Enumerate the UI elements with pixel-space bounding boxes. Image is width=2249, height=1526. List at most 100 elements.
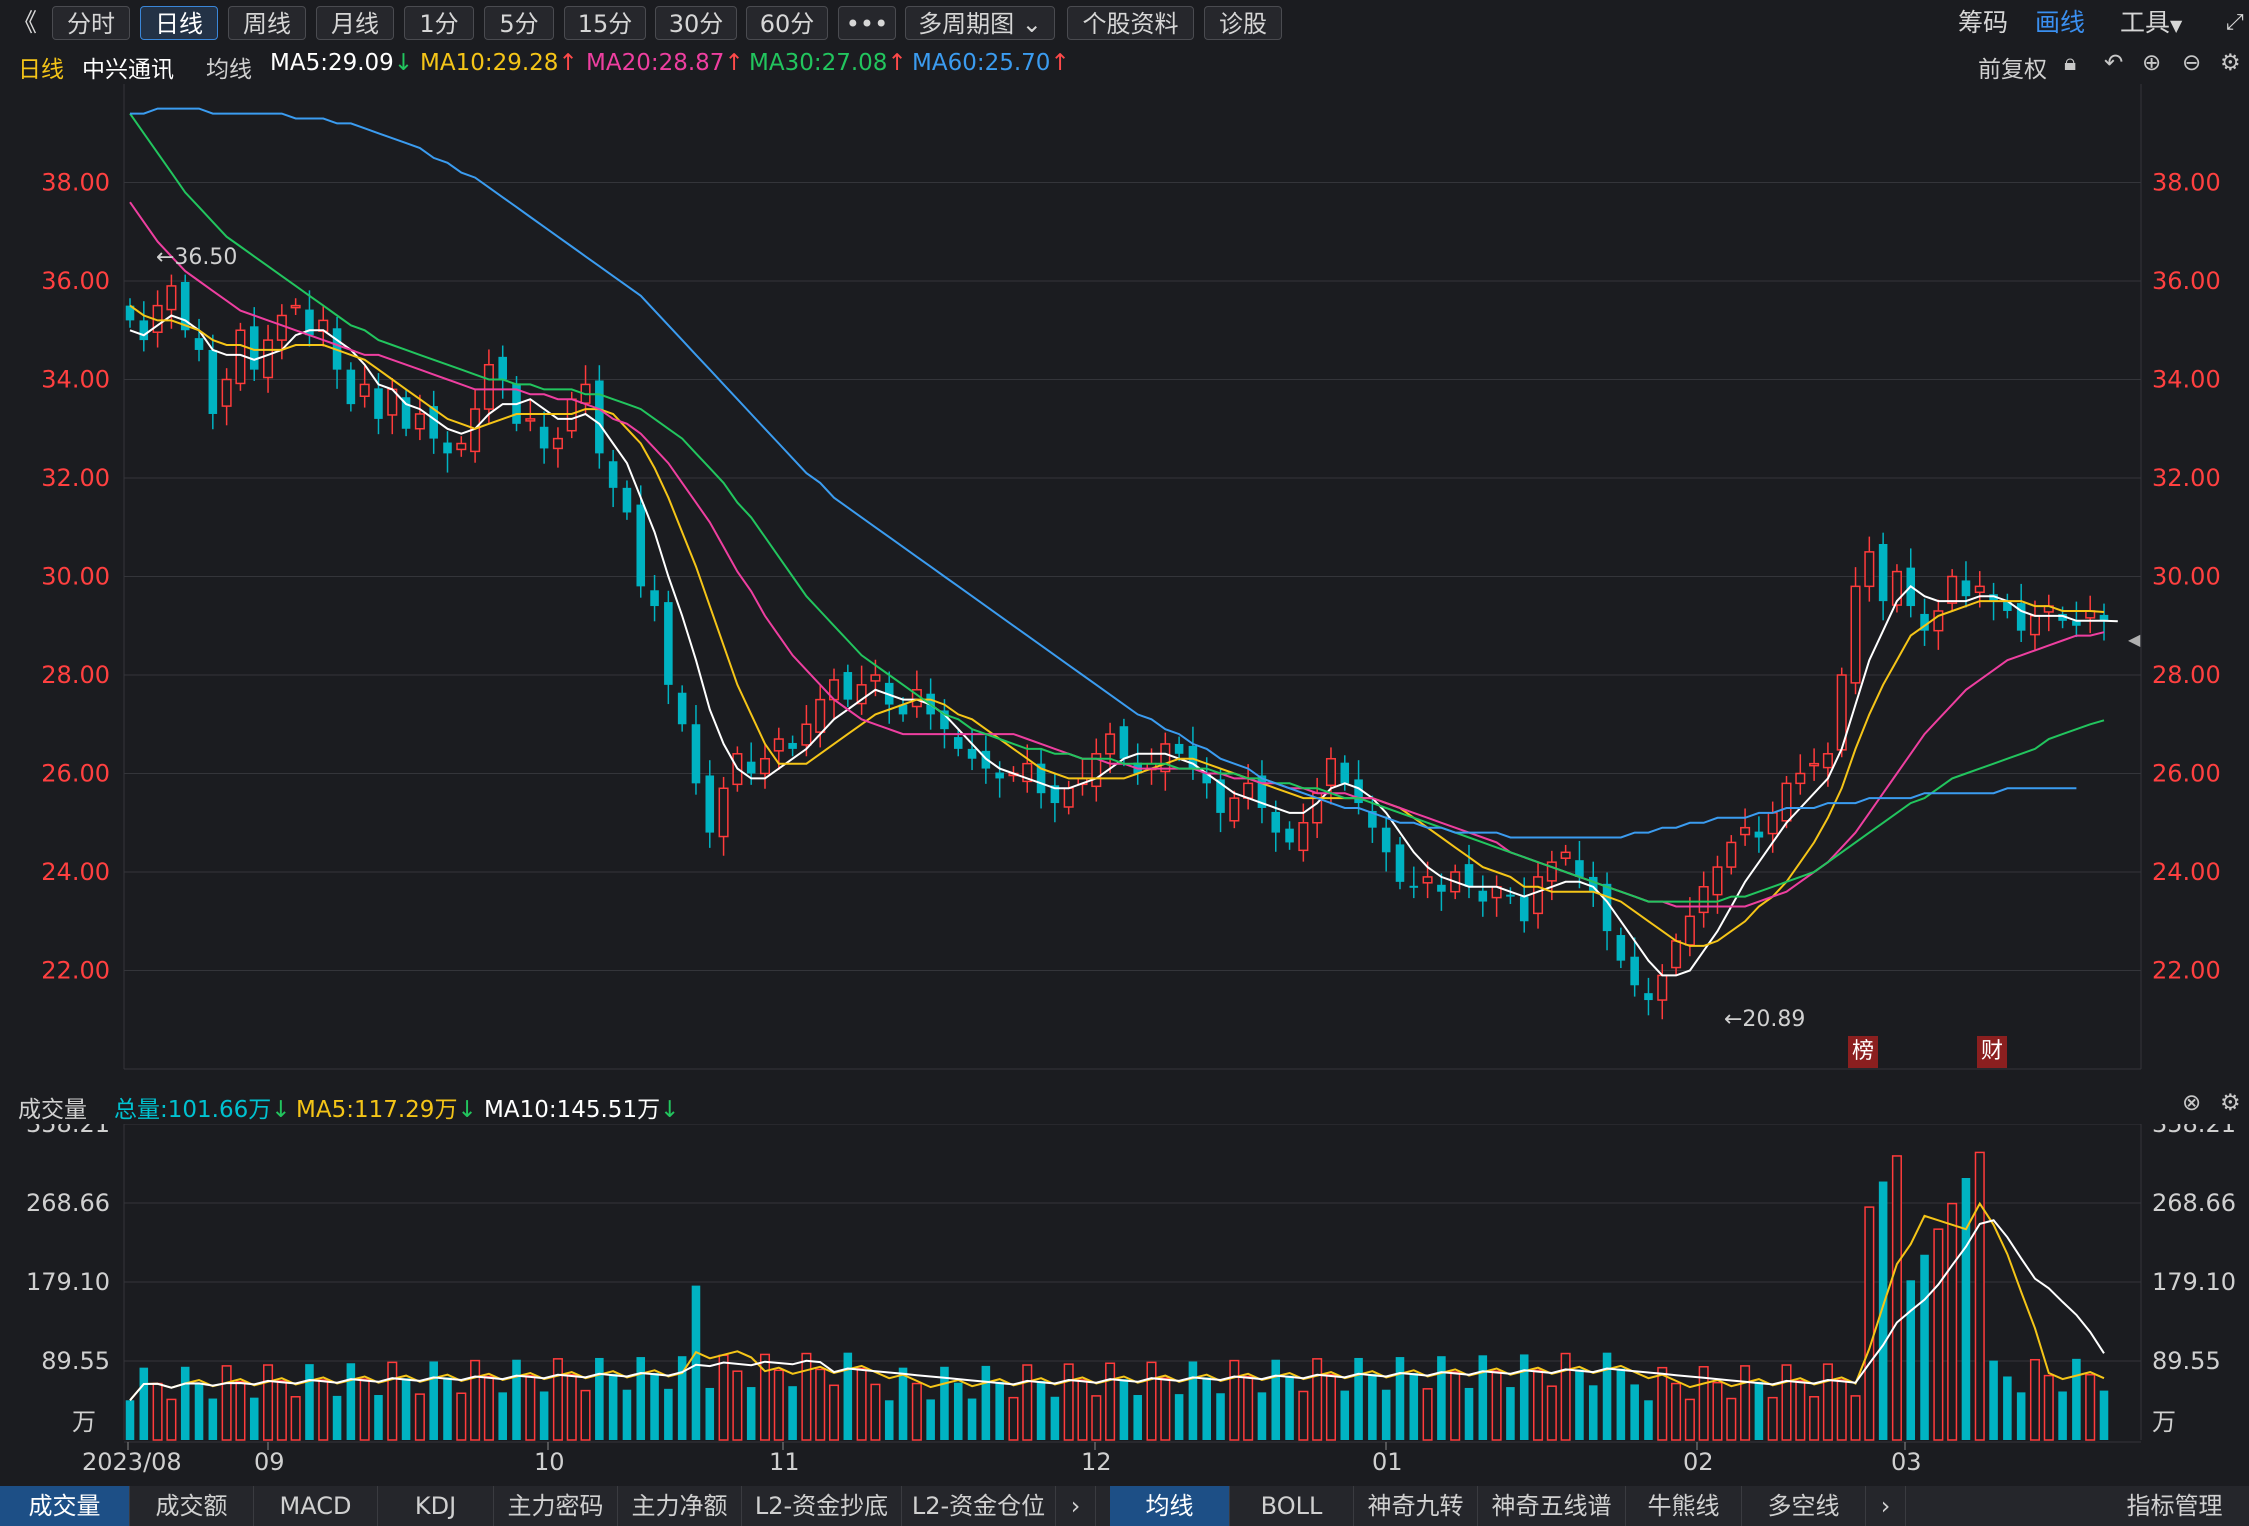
tab-magic-five-lines[interactable]: 神奇五线谱 <box>1478 1486 1626 1526</box>
tab-long-short-line[interactable]: 多空线 <box>1742 1486 1866 1526</box>
draw-line-button[interactable]: 画线 <box>2035 8 2086 37</box>
volume-bar-down <box>1285 1375 1294 1440</box>
volume-bar-up <box>2043 1374 2054 1441</box>
tab-main-force-code[interactable]: 主力密码 <box>494 1486 618 1526</box>
tabs-next-icon[interactable]: › <box>1866 1486 1906 1526</box>
x-axis-label: 09 <box>254 1448 285 1476</box>
x-axis-label: 12 <box>1081 1448 1112 1476</box>
volume-bar-down <box>443 1377 452 1440</box>
tab-magic-nine[interactable]: 神奇九转 <box>1354 1486 1478 1526</box>
candle-body-down <box>898 704 908 715</box>
volume-bar-up <box>1146 1361 1157 1441</box>
tab-l2-position[interactable]: L2-资金仓位 <box>902 1486 1056 1526</box>
volume-bar-down <box>1133 1395 1142 1440</box>
volume-bar-down <box>2058 1391 2067 1440</box>
financial-badge[interactable]: 财 <box>1977 1036 2007 1068</box>
candle-body-down <box>1588 876 1598 892</box>
ranking-badge[interactable]: 榜 <box>1848 1036 1878 1068</box>
multi-period-dropdown[interactable]: 多周期图 ⌄ <box>905 6 1055 40</box>
x-axis-label: 01 <box>1372 1448 1403 1476</box>
volume-bar-down <box>1920 1254 1929 1440</box>
price-tick-label-left: 32.00 <box>41 464 110 492</box>
volume-bar-up <box>152 1382 163 1441</box>
price-tick-label-left: 22.00 <box>41 957 110 985</box>
volume-bar-down <box>898 1367 908 1440</box>
volume-bar-down <box>208 1398 218 1440</box>
volume-bar-up <box>732 1370 743 1441</box>
candle-body-down <box>1920 613 1929 631</box>
volume-bar-down <box>194 1382 204 1440</box>
candle-body-down <box>622 487 632 513</box>
volume-bar-chart[interactable]: 358.21 358.21 268.66 268.66 179.10 179.10 89.5… <box>0 1124 2249 1486</box>
volume-bar-up <box>1684 1398 1695 1441</box>
volume-bar-up <box>1008 1396 1019 1441</box>
tab-turnover[interactable]: 成交额 <box>130 1486 254 1526</box>
tab-l2-bottom[interactable]: L2-资金抄底 <box>742 1486 902 1526</box>
volume-bar-down <box>1257 1392 1267 1440</box>
volume-bar-down <box>981 1365 991 1440</box>
zoom-in-icon[interactable]: ⊕ <box>2142 50 2162 76</box>
candle-body-down <box>788 742 797 749</box>
volume-bar-up <box>276 1380 287 1441</box>
candle-body-down <box>2058 613 2067 621</box>
candle-body-up <box>263 339 274 379</box>
more-button[interactable]: ••• <box>838 6 896 40</box>
tools-menu[interactable]: 工具▼ <box>2120 6 2182 40</box>
period-tab-30min[interactable]: 30分 <box>655 6 737 40</box>
volume-bar-down <box>2016 1392 2026 1440</box>
expand-icon[interactable]: ⤢ <box>2226 10 2244 35</box>
candle-body-up <box>1809 762 1820 767</box>
back-icon[interactable]: 《 <box>12 8 38 37</box>
adjust-mode-button[interactable]: 前复权 <box>1978 57 2047 83</box>
period-tab-weekly[interactable]: 周线 <box>228 6 306 40</box>
period-tab-60min[interactable]: 60分 <box>746 6 828 40</box>
price-candlestick-chart[interactable]: 38.00 38.00 36.00 36.00 34.00 34.00 32.00 32.00… <box>0 84 2249 1074</box>
tab-ma[interactable]: 均线 <box>1110 1486 1230 1526</box>
candle-body-down <box>1174 743 1184 754</box>
price-tick-label-right: 22.00 <box>2152 957 2221 985</box>
candle-body-up <box>801 723 812 746</box>
tab-main-force-net[interactable]: 主力净额 <box>618 1486 742 1526</box>
volume-bar-down <box>608 1373 618 1440</box>
tabs-next-icon[interactable]: › <box>1056 1486 1096 1526</box>
volume-settings-gear-icon[interactable]: ⚙ <box>2220 1090 2241 1116</box>
volume-bar-up <box>235 1381 246 1441</box>
candle-body-down <box>1961 580 1971 597</box>
candle-body-down <box>249 326 259 370</box>
lock-icon[interactable]: 🔒︎ <box>2064 50 2077 76</box>
close-indicator-icon[interactable]: ⊗ <box>2182 1090 2202 1116</box>
tab-boll[interactable]: BOLL <box>1230 1486 1354 1526</box>
period-tab-1min[interactable]: 1分 <box>404 6 474 40</box>
indicator-management-button[interactable]: 指标管理 <box>2126 1492 2223 1520</box>
volume-indicator-label[interactable]: 成交量 <box>18 1097 87 1123</box>
settings-gear-icon[interactable]: ⚙ <box>2220 50 2241 76</box>
volume-bar-up <box>359 1378 370 1441</box>
period-tab-15min[interactable]: 15分 <box>564 6 646 40</box>
price-tick-label-left: 38.00 <box>41 169 110 197</box>
candle-body-down <box>1381 827 1391 853</box>
tab-macd[interactable]: MACD <box>254 1486 378 1526</box>
tab-volume[interactable]: 成交量 <box>0 1486 130 1526</box>
diagnose-button[interactable]: 诊股 <box>1204 6 1282 40</box>
tab-bull-bear-line[interactable]: 牛熊线 <box>1626 1486 1742 1526</box>
candle-body-down <box>1395 844 1405 882</box>
chip-distribution-button[interactable]: 筹码 <box>1958 8 2009 37</box>
candle-body-down <box>2072 620 2081 626</box>
tab-kdj[interactable]: KDJ <box>378 1486 494 1526</box>
ma-indicator-label[interactable]: 均线 <box>206 57 252 83</box>
arrow-up-icon: ↑ <box>724 50 744 76</box>
period-tab-5min[interactable]: 5分 <box>484 6 554 40</box>
period-tab-fenshi[interactable]: 分时 <box>52 6 130 40</box>
candle-body-up <box>1063 787 1074 808</box>
volume-bar-up <box>221 1365 232 1441</box>
price-tick-label-left: 34.00 <box>41 366 110 394</box>
candle-body-up <box>1698 886 1709 914</box>
undo-icon[interactable]: ↶ <box>2104 50 2124 76</box>
candle-body-up <box>414 413 425 430</box>
zoom-out-icon[interactable]: ⊖ <box>2182 50 2202 76</box>
candle-body-down <box>1271 811 1281 833</box>
stock-info-button[interactable]: 个股资料 <box>1067 6 1194 40</box>
period-tab-monthly[interactable]: 月线 <box>316 6 394 40</box>
low-price-annotation: ←20.89 <box>1724 1007 1806 1032</box>
period-tab-daily[interactable]: 日线 <box>140 6 218 40</box>
